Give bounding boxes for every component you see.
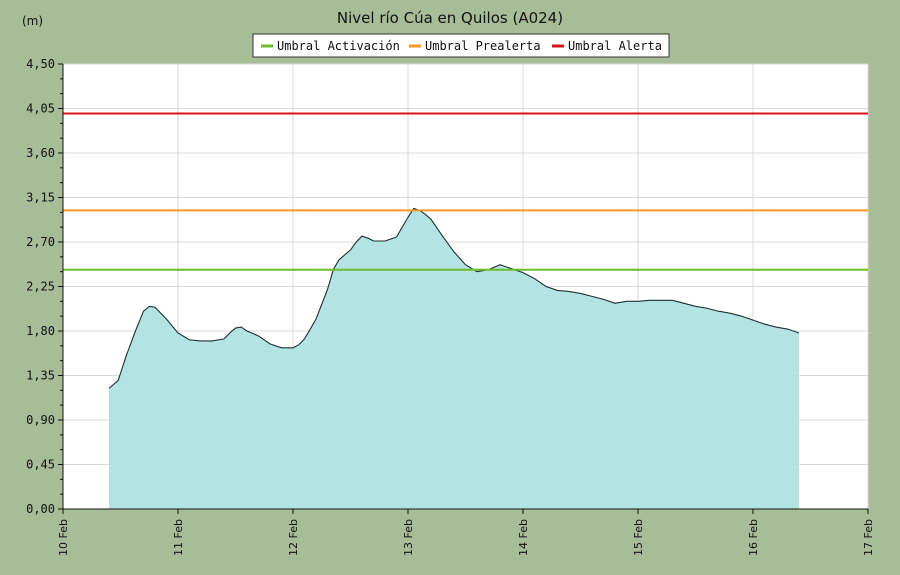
x-tick-label: 11 Feb <box>172 519 185 556</box>
legend-label: Umbral Activación <box>277 39 400 53</box>
legend-label: Umbral Prealerta <box>425 39 541 53</box>
legend-label: Umbral Alerta <box>568 39 662 53</box>
y-tick-label: 2,70 <box>26 235 55 249</box>
x-tick-label: 12 Feb <box>287 519 300 556</box>
y-tick-label: 1,80 <box>26 324 55 338</box>
level-area <box>109 208 799 509</box>
y-tick-label: 2,25 <box>26 280 55 294</box>
y-tick-label: 1,35 <box>26 369 55 383</box>
legend: Umbral Activación Umbral Prealerta Umbral … <box>252 33 670 58</box>
y-tick-label: 0,45 <box>26 458 55 472</box>
y-tick-label: 0,90 <box>26 413 55 427</box>
x-tick-label: 16 Feb <box>747 519 760 556</box>
x-tick-label: 17 Feb <box>862 519 875 556</box>
legend-box <box>252 33 670 58</box>
x-tick-label: 10 Feb <box>57 519 70 556</box>
x-tick-label: 15 Feb <box>632 519 645 556</box>
chart-title: Nivel río Cúa en Quilos (A024) <box>337 9 563 27</box>
y-tick-label: 3,60 <box>26 146 55 160</box>
x-tick-label: 13 Feb <box>402 519 415 556</box>
y-tick-label: 0,00 <box>26 502 55 516</box>
x-tick-label: 14 Feb <box>517 519 530 556</box>
y-tick-label: 4,05 <box>26 102 55 116</box>
y-tick-label: 4,50 <box>26 57 55 71</box>
y-tick-label: 3,15 <box>26 191 55 205</box>
y-axis-unit: (m) <box>22 14 43 28</box>
level-line <box>108 207 800 389</box>
